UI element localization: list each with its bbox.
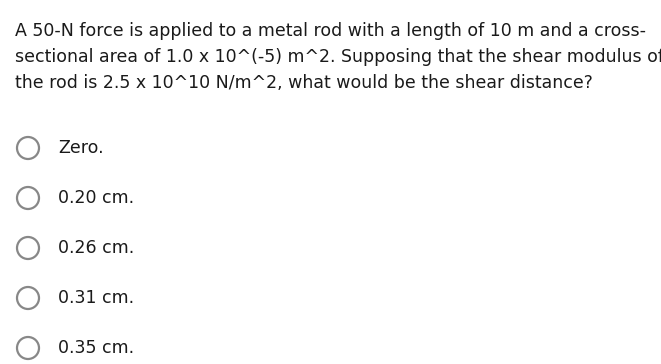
Text: 0.31 cm.: 0.31 cm. bbox=[58, 289, 134, 307]
Text: Zero.: Zero. bbox=[58, 139, 104, 157]
Text: A 50-N force is applied to a metal rod with a length of 10 m and a cross-: A 50-N force is applied to a metal rod w… bbox=[15, 22, 646, 40]
Text: 0.26 cm.: 0.26 cm. bbox=[58, 239, 134, 257]
Text: sectional area of 1.0 x 10^(-5) m^2. Supposing that the shear modulus of: sectional area of 1.0 x 10^(-5) m^2. Sup… bbox=[15, 48, 661, 66]
Text: the rod is 2.5 x 10^10 N/m^2, what would be the shear distance?: the rod is 2.5 x 10^10 N/m^2, what would… bbox=[15, 74, 593, 92]
Text: 0.20 cm.: 0.20 cm. bbox=[58, 189, 134, 207]
Text: 0.35 cm.: 0.35 cm. bbox=[58, 339, 134, 357]
